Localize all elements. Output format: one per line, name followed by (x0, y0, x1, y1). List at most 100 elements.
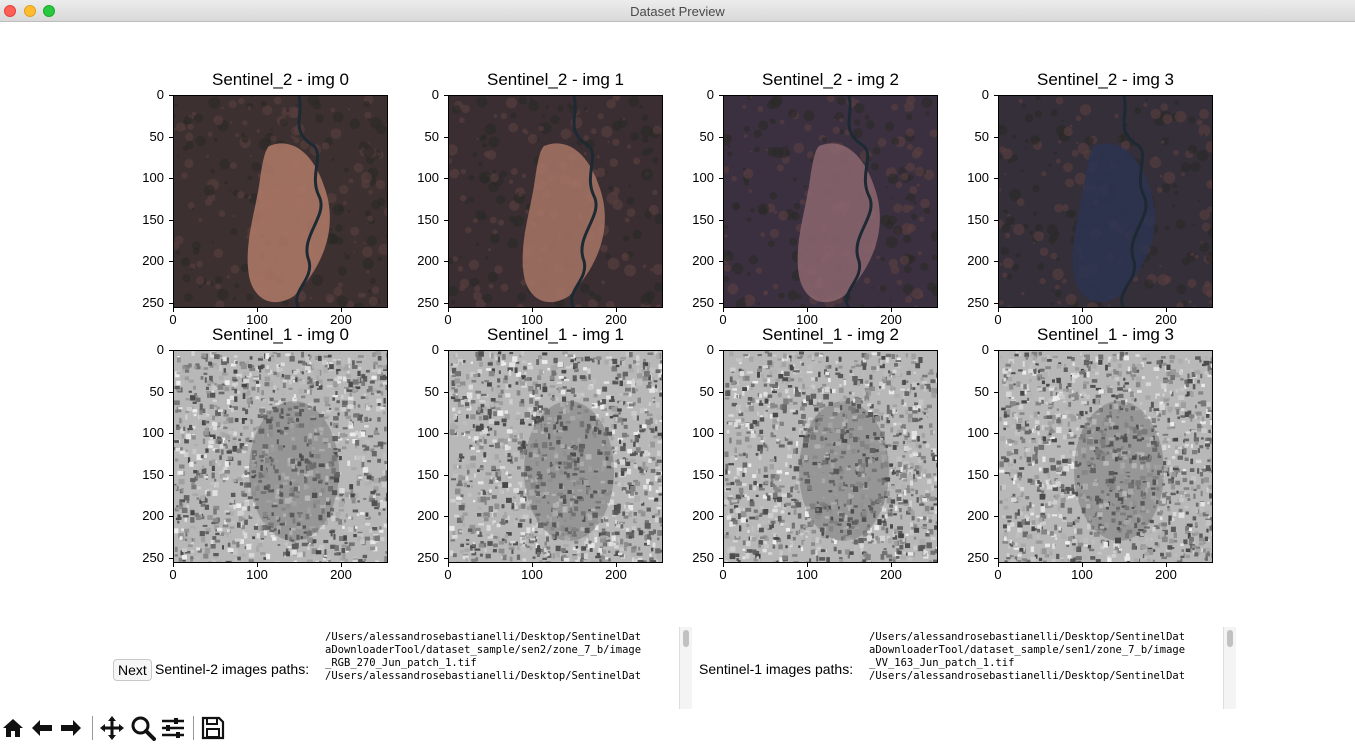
speckle (544, 530, 549, 536)
speckle (569, 501, 573, 507)
speckle (337, 448, 341, 452)
speckle (736, 470, 740, 476)
speckle (476, 531, 480, 535)
speckle (222, 433, 228, 437)
speckle (193, 365, 197, 369)
speckle (564, 535, 569, 541)
speckle (537, 545, 541, 550)
speckle (507, 453, 511, 458)
speckle (849, 551, 854, 555)
speckle (566, 462, 572, 469)
speckle (470, 404, 474, 407)
speckle (772, 390, 777, 394)
speckle (355, 430, 359, 435)
speckle (344, 541, 348, 544)
texture-blob (778, 210, 789, 221)
texture-blob (893, 203, 903, 213)
speckle (662, 465, 663, 469)
speckle (185, 398, 191, 401)
speckle (224, 510, 230, 513)
speckle (902, 479, 908, 482)
texture-blob (1030, 135, 1040, 145)
speckle (505, 519, 509, 524)
speckle (457, 457, 461, 461)
speckle (730, 518, 736, 522)
speckle (936, 546, 937, 550)
speckle (923, 460, 927, 464)
speckle (284, 432, 288, 435)
speckle (348, 423, 354, 429)
speckle (252, 450, 257, 457)
speckle (900, 555, 907, 560)
speckle (877, 392, 880, 395)
speckle (886, 497, 892, 504)
speckle (239, 539, 244, 544)
speckle (502, 446, 508, 449)
speckle (453, 464, 457, 470)
speckle (894, 363, 898, 367)
speckle (465, 464, 470, 470)
speckle (735, 553, 740, 557)
texture-blob (732, 262, 744, 275)
speckle (360, 420, 364, 423)
speckle (536, 359, 540, 365)
speckle (820, 527, 825, 532)
speckle (529, 394, 535, 397)
speckle (728, 414, 734, 417)
texture-blob (921, 96, 933, 108)
speckle (925, 516, 929, 522)
speckle (591, 508, 595, 512)
speckle (512, 508, 519, 511)
speckle (344, 361, 347, 366)
speckle (787, 444, 791, 451)
speckle (354, 444, 358, 449)
speckle (795, 461, 798, 465)
speckle (830, 459, 837, 463)
speckle (376, 390, 381, 394)
y-tick-label: 200 (124, 253, 173, 268)
speckle (738, 408, 741, 414)
speckle (387, 463, 388, 468)
texture-blob (748, 189, 753, 193)
speckle (611, 424, 615, 428)
speckle (190, 538, 196, 542)
speckle (308, 421, 314, 428)
speckle (330, 507, 334, 512)
speckle (825, 459, 829, 465)
speckle (482, 512, 485, 518)
speckle (601, 528, 606, 531)
speckle (554, 417, 557, 422)
maximize-window-button[interactable] (43, 5, 55, 17)
speckle (625, 461, 631, 466)
speckle (815, 507, 818, 513)
speckle (184, 528, 190, 533)
speckle (601, 531, 607, 536)
texture-blob (641, 136, 649, 143)
y-tick-label: 150 (399, 467, 448, 482)
texture-blob (242, 120, 248, 126)
speckle (816, 417, 823, 422)
speckle (552, 553, 555, 559)
speckle (654, 475, 658, 482)
speckle (269, 484, 273, 490)
speckle (485, 486, 488, 492)
speckle (276, 460, 279, 463)
texture-blob (832, 126, 840, 134)
speckle (724, 397, 730, 400)
speckle (452, 425, 459, 429)
speckle (577, 457, 580, 463)
speckle (505, 515, 510, 521)
x-tick-label: 0 (153, 308, 193, 327)
close-window-button[interactable] (4, 5, 16, 17)
y-tick-label: 250 (124, 550, 173, 565)
speckle (537, 480, 543, 486)
texture-blob (1035, 223, 1044, 233)
texture-blob (580, 283, 590, 294)
speckle (370, 448, 375, 452)
speckle (747, 495, 750, 501)
speckle (881, 477, 885, 482)
speckle (309, 355, 312, 359)
minimize-window-button[interactable] (24, 5, 36, 17)
speckle (518, 543, 523, 546)
speckle (265, 449, 269, 454)
